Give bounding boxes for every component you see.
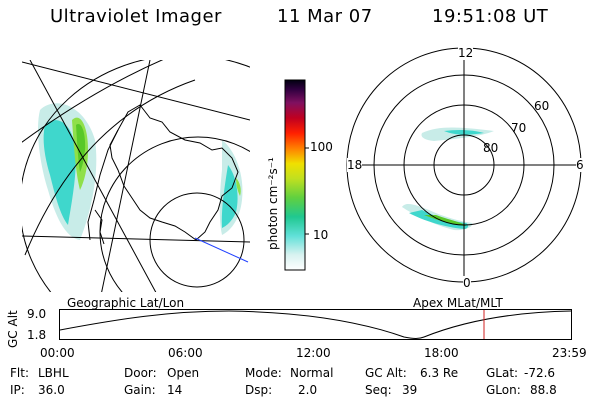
mlat-label-80: 80	[483, 141, 499, 155]
apex-label: Apex MLat/MLT	[413, 296, 503, 310]
mlt-label-6: 6	[576, 158, 584, 172]
colorbar-axis-label: photon cm⁻²s⁻¹	[266, 157, 280, 250]
instrument-title: Ultraviolet Imager	[50, 6, 222, 27]
time-text: 19:51:08 UT	[432, 6, 549, 27]
gain-value: 14	[167, 383, 183, 397]
door-label: Door:	[124, 366, 157, 380]
filter-label: Flt:	[10, 366, 29, 380]
mode-value: Normal	[290, 366, 334, 380]
aurora-emission-right	[219, 140, 243, 235]
mlat-label-60: 60	[534, 99, 550, 113]
mode-label: Mode:	[245, 366, 282, 380]
timeline-xtick-0600: 06:00	[168, 346, 203, 360]
mlt-label-18: 18	[347, 158, 363, 172]
glat-label: GLat:	[486, 366, 519, 380]
aurora-emission-left	[37, 103, 97, 240]
mlt-label-12: 12	[458, 46, 474, 60]
timeline-ylabel: GC Alt	[6, 310, 20, 348]
altitude-timeline	[59, 309, 572, 340]
timeline-xtick-0000: 00:00	[40, 346, 75, 360]
timeline-ytick-9: 9.0	[27, 307, 47, 321]
gain-label: Gain:	[124, 383, 156, 397]
gcalt-label: GC Alt:	[365, 366, 407, 380]
seq-label: Seq:	[365, 383, 392, 397]
mlat-label-70: 70	[511, 121, 527, 135]
color-bar	[284, 79, 309, 271]
timeline-xtick-1800: 18:00	[424, 346, 459, 360]
glat-value: -72.6	[524, 366, 556, 380]
dsp-value: 2.0	[298, 383, 318, 397]
glon-label: GLon:	[486, 383, 521, 397]
glon-value: 88.8	[530, 383, 557, 397]
door-value: Open	[167, 366, 200, 380]
geographic-label: Geographic Lat/Lon	[67, 296, 185, 310]
timeline-ytick-1.8: 1.8	[27, 328, 47, 342]
ip-label: IP:	[10, 383, 25, 397]
filter-value: LBHL	[38, 366, 69, 380]
timeline-xtick-1200: 12:00	[296, 346, 331, 360]
mlt-label-0: 0	[463, 276, 471, 290]
ip-value: 36.0	[38, 383, 65, 397]
date-text: 11 Mar 07	[277, 6, 373, 27]
polar-plot	[346, 47, 582, 283]
aurora-emission-polar	[402, 127, 494, 231]
colorbar-tick-10: 10	[313, 228, 329, 242]
timeline-xtick-2359: 23:59	[552, 346, 587, 360]
seq-value: 39	[402, 383, 418, 397]
gcalt-value: 6.3 Re	[420, 366, 459, 380]
colorbar-tick-100: 100	[310, 140, 333, 154]
dsp-label: Dsp:	[245, 383, 273, 397]
